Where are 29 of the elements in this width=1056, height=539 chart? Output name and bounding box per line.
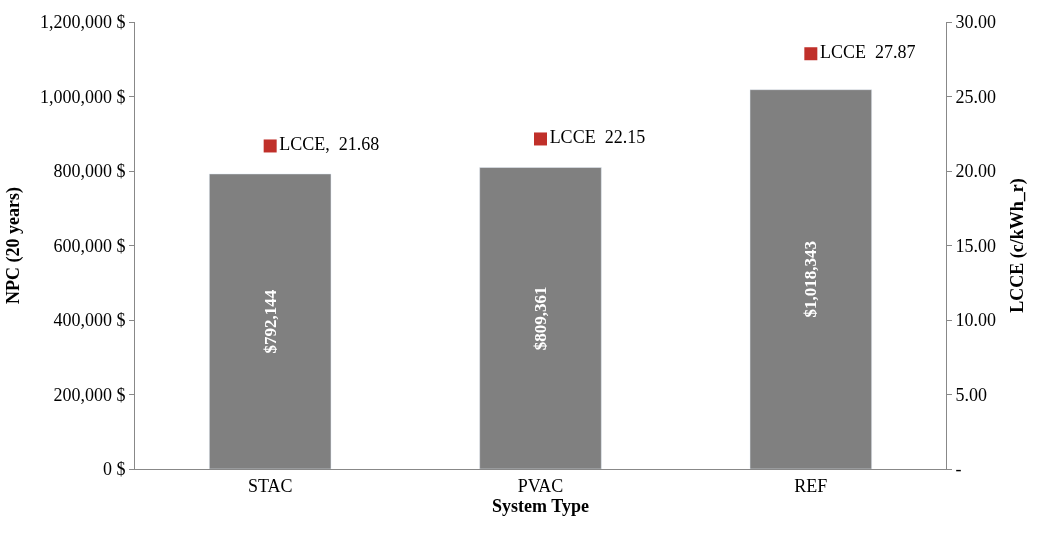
data-label: LCCE 22.15 <box>549 127 646 148</box>
y2-tick-label: 25.00 <box>955 86 997 107</box>
y2-axis-title: LCCE (c/kWh_r) <box>1007 178 1029 313</box>
y-tick-label: 200,000 $ <box>53 384 126 405</box>
data-label: $1,018,343 <box>801 241 821 318</box>
y2-tick-label: - <box>955 459 962 480</box>
x-tick-label: PVAC <box>517 475 564 496</box>
data-label: $809,361 <box>531 286 550 351</box>
data-label: $792,144 <box>260 289 280 354</box>
point <box>263 139 277 153</box>
x-tick-label: REF <box>794 475 828 496</box>
point <box>804 47 818 61</box>
data-label: LCCE 27.87 <box>819 42 916 63</box>
y2-tick-label: 30.00 <box>955 12 997 33</box>
x-axis-title: System Type <box>492 495 589 516</box>
y-tick-label: 600,000 $ <box>53 235 126 256</box>
y-tick-label: 1,000,000 $ <box>39 86 126 107</box>
y-axis-title: NPC (20 years) <box>3 187 25 304</box>
y-tick-label: 1,200,000 $ <box>39 12 126 33</box>
data-label: LCCE, 21.68 <box>279 134 380 155</box>
y2-tick-label: 5.00 <box>955 384 988 405</box>
x-tick-label: STAC <box>247 475 293 496</box>
y-tick-label: 800,000 $ <box>53 161 126 182</box>
point <box>534 132 547 146</box>
y2-tick-label: 15.00 <box>955 235 997 256</box>
y2-tick-label: 10.00 <box>955 310 997 331</box>
y-tick-label: 0 $ <box>102 459 126 480</box>
y-tick-label: 400,000 $ <box>53 310 126 331</box>
y2-tick-label: 20.00 <box>955 161 997 182</box>
